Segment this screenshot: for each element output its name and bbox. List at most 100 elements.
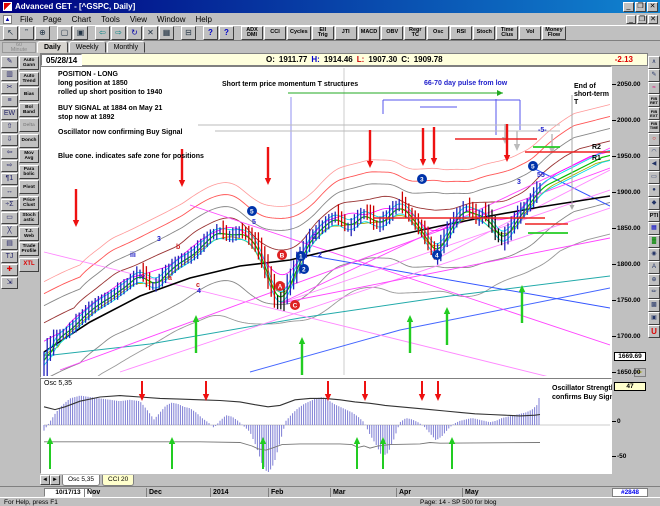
fib-ret-button[interactable]: FIB RET (648, 94, 660, 108)
stochastic-button[interactable]: Stoch astic (19, 211, 39, 225)
time-clus-button[interactable]: Time Clus (496, 26, 519, 40)
child-restore-button[interactable]: ❐ (637, 14, 647, 24)
arrow-up-icon[interactable]: ⇧ (1, 121, 18, 133)
gann-circle-icon[interactable]: ◉ (648, 247, 660, 261)
text-tool-icon[interactable]: A (648, 260, 660, 274)
save-icon[interactable]: ▣ (73, 26, 88, 40)
grid-icon[interactable]: ▦ (648, 222, 660, 236)
menu-view[interactable]: View (129, 14, 148, 24)
print-icon[interactable]: ⊟ (181, 26, 196, 40)
oscillator-plot[interactable] (42, 380, 610, 474)
delete-icon[interactable]: ✕ (143, 26, 158, 40)
regr-tc-button[interactable]: Regr TC (404, 26, 427, 40)
child-minimize-button[interactable]: _ (626, 14, 636, 24)
close-button[interactable]: ✕ (647, 1, 658, 12)
pilcrow-icon[interactable]: ¶1 (1, 173, 18, 185)
rectangle-icon[interactable]: ▭ (1, 212, 18, 224)
scissors-icon[interactable]: ✂ (1, 82, 18, 94)
menu-tools[interactable]: Tools (101, 14, 120, 24)
gann-grid-icon[interactable]: ▤ (1, 238, 18, 250)
pencil-icon[interactable]: ✎ (648, 68, 660, 82)
tab-cci-20[interactable]: CCI 20 (102, 474, 135, 486)
donch-button[interactable]: Donch (19, 133, 39, 148)
arrow-down-icon[interactable]: ⇩ (1, 134, 18, 146)
osc-button[interactable]: Osc (427, 26, 450, 40)
pivot-button[interactable]: Pivot (19, 180, 39, 194)
fib-time-button[interactable]: FIB TME (648, 119, 660, 133)
scroll-left-icon[interactable]: ◄ (40, 475, 50, 485)
tj-icon[interactable]: TJ (1, 251, 18, 263)
lines-icon[interactable]: ╳ (1, 225, 18, 237)
grid-dots-icon[interactable]: ▩ (648, 299, 660, 312)
delta-button[interactable]: Delta (19, 118, 39, 132)
adx-dmi-button[interactable]: ADX DMI (241, 26, 263, 40)
help-icon[interactable]: ? (203, 26, 218, 40)
pencil-icon[interactable]: ✎ (1, 56, 18, 68)
arrow-right-icon[interactable]: ⇨ (1, 160, 18, 172)
cross-icon[interactable]: ✚ (1, 264, 18, 276)
xtl-arrow-icon[interactable]: ◀ (648, 158, 660, 172)
mob-icon[interactable]: ◠ (648, 145, 660, 159)
minimize-button[interactable]: _ (623, 1, 634, 12)
undo-button[interactable]: U (648, 324, 660, 338)
chart-grid-icon[interactable]: ▦ (159, 26, 174, 40)
pti-button[interactable]: PTI (648, 209, 660, 223)
auto-trend-button[interactable]: Auto Trend (19, 71, 39, 86)
zoom-icon[interactable]: ⊕ (35, 26, 50, 40)
restore-button[interactable]: ❐ (635, 1, 646, 12)
width-icon[interactable]: ↔ (1, 186, 18, 198)
bol-band-button[interactable]: Bol Band (19, 102, 39, 117)
context-help-icon[interactable]: ? (219, 26, 234, 40)
stoch-button[interactable]: Stoch (473, 26, 496, 40)
diamond-icon[interactable]: ◆ (648, 196, 660, 210)
child-close-button[interactable]: ✕ (648, 14, 658, 24)
scroll-right-icon[interactable]: ► (50, 475, 60, 485)
macd-button[interactable]: MACD (357, 26, 381, 40)
mov-avg-button[interactable]: Mov Avg (19, 149, 39, 163)
new-chart-icon[interactable]: ▢ (57, 26, 72, 40)
zoom-icon[interactable]: ⊕ (648, 273, 660, 287)
tj-web-button[interactable]: T.J. Web (19, 226, 39, 241)
quote-page-icon[interactable]: ” (19, 26, 34, 40)
next-page-icon[interactable]: ⇨ (111, 26, 126, 40)
xtl-button[interactable]: XTL (19, 257, 39, 272)
price-clust-button[interactable]: Price Clust (19, 195, 39, 210)
ell-trig-button[interactable]: Ell Trig (311, 26, 334, 40)
jti-button[interactable]: JTI (334, 26, 357, 40)
tab-daily[interactable]: Daily (37, 41, 68, 53)
elliott-icon[interactable]: EW (1, 108, 18, 120)
document-icon[interactable]: ▲ (3, 14, 12, 24)
tab-weekly[interactable]: Weekly (68, 41, 106, 53)
cycles-button[interactable]: Cycles (287, 26, 311, 40)
price-chart-plot[interactable]: 5 3 4 5 1 2 B A C 3 iii iv 1 2 4 5 3 55 -5- b a c (42, 68, 611, 401)
menu-page[interactable]: Page (42, 14, 62, 24)
box-icon[interactable]: ▭ (648, 171, 660, 184)
trade-profile-button[interactable]: Trade Profile (19, 242, 39, 256)
parabolic-button[interactable]: Para bolic (19, 164, 39, 179)
menu-help[interactable]: Help (195, 14, 212, 24)
pointer-icon[interactable]: ↖ (3, 26, 18, 40)
cursor-date-box[interactable]: 05/28/14 (41, 53, 83, 66)
obv-button[interactable]: OBV (381, 26, 404, 40)
money-flow-button[interactable]: Money Flow (542, 26, 566, 40)
divide-icon[interactable]: ÷Σ (1, 199, 18, 211)
start-date-box[interactable]: 10/17/13 (44, 488, 92, 497)
copy-page-icon[interactable]: ▣ (648, 311, 660, 325)
tab-60-minute[interactable]: 60 Minute (2, 42, 36, 53)
collapse-icon[interactable]: ∧ (648, 56, 660, 69)
grid-snap-icon[interactable]: ≡ (1, 95, 18, 107)
ellipse-fill-icon[interactable]: ● (648, 183, 660, 197)
refresh-icon[interactable]: ↻ (127, 26, 142, 40)
vol-button[interactable]: Vol (519, 26, 542, 40)
auto-gann-button[interactable]: Auto Gann (19, 56, 39, 70)
ellipse-icon[interactable]: ○ (648, 132, 660, 146)
fib-lines-icon[interactable]: ≈ (648, 81, 660, 95)
menu-chart[interactable]: Chart (71, 14, 92, 24)
tab-monthly[interactable]: Monthly (106, 41, 146, 53)
exit-icon[interactable]: ⇲ (1, 277, 18, 289)
tab-osc-5-35[interactable]: Osc 5,35 (62, 474, 101, 486)
menu-file[interactable]: File (20, 14, 33, 24)
fib-ext-button[interactable]: FIB EXT (648, 107, 660, 120)
candles-icon[interactable]: ▥ (1, 69, 18, 81)
rsi-button[interactable]: RSI (450, 26, 473, 40)
